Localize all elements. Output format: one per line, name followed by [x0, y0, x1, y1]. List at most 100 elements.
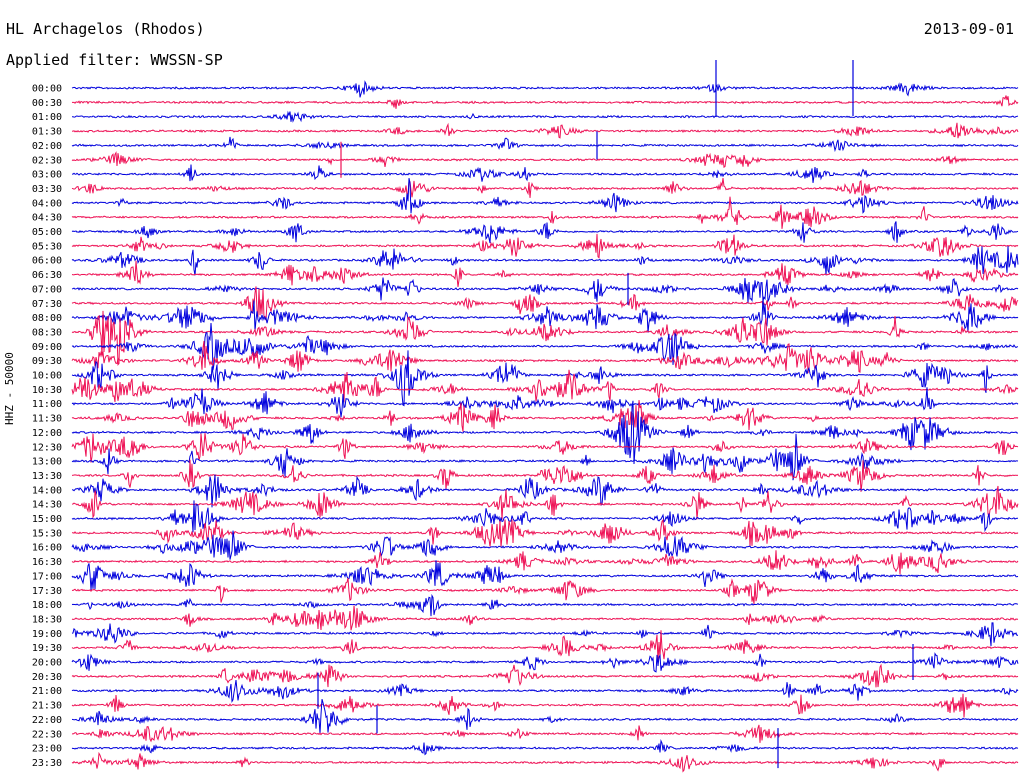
row-label: 05:00 [32, 227, 62, 238]
row-label: 23:30 [32, 758, 62, 769]
row-label: 16:30 [32, 557, 62, 568]
date-label: 2013-09-01 [923, 20, 1014, 38]
row-label: 15:30 [32, 528, 62, 539]
row-label: 01:00 [32, 112, 62, 123]
row-label: 11:30 [32, 414, 62, 425]
trace-line [71, 151, 1019, 169]
station-title: HL Archagelos (Rhodos) [6, 20, 205, 38]
row-label: 06:00 [32, 256, 62, 267]
trace-line [71, 80, 1019, 98]
trace-line [71, 724, 1019, 743]
row-label: 13:30 [32, 471, 62, 482]
trace-line [71, 622, 1019, 647]
trace-line [71, 433, 1019, 481]
trace-line [71, 560, 1019, 590]
trace-line [71, 310, 1018, 366]
row-label: 11:00 [32, 399, 62, 410]
row-label: 21:30 [32, 701, 62, 712]
row-label: 05:30 [32, 241, 62, 252]
row-label: 17:30 [32, 586, 62, 597]
trace-line [71, 550, 1019, 575]
trace-line [71, 593, 1019, 617]
row-label: 00:00 [32, 84, 62, 95]
row-label: 15:00 [32, 514, 62, 525]
row-label: 19:30 [32, 643, 62, 654]
row-label: 07:00 [32, 284, 62, 295]
trace-line [71, 277, 1019, 304]
trace-line [71, 178, 1019, 198]
trace-line [71, 245, 1019, 276]
row-label: 12:30 [32, 442, 62, 453]
trace-line [71, 95, 1019, 109]
row-label: 22:30 [32, 729, 62, 740]
trace-line [71, 122, 1019, 139]
row-label: 20:00 [32, 658, 62, 669]
trace-line [71, 136, 1019, 153]
row-label: 14:00 [32, 485, 62, 496]
row-label: 21:00 [32, 686, 62, 697]
row-label: 18:30 [32, 614, 62, 625]
trace-line [71, 663, 1019, 688]
row-label: 23:00 [32, 744, 62, 755]
trace-line [71, 432, 1019, 463]
row-label: 12:00 [32, 428, 62, 439]
row-label: 01:30 [32, 127, 62, 138]
row-label: 22:00 [32, 715, 62, 726]
row-label: 02:00 [32, 141, 62, 152]
row-label: 03:30 [32, 184, 62, 195]
trace-line [71, 387, 1019, 418]
row-label: 08:30 [32, 327, 62, 338]
trace-line [71, 577, 1019, 605]
trace-line [72, 110, 1019, 123]
row-label: 03:00 [32, 170, 62, 181]
trace-line [71, 221, 1019, 244]
row-label: 04:00 [32, 198, 62, 209]
row-label: 02:30 [32, 155, 62, 166]
row-label: 18:00 [32, 600, 62, 611]
filter-label: Applied filter: WWSSN-SP [6, 51, 223, 69]
row-label: 09:00 [32, 342, 62, 353]
trace-line [71, 474, 1019, 508]
row-label: 16:00 [32, 543, 62, 554]
trace-line [71, 518, 1019, 548]
trace-line [71, 652, 1019, 673]
row-label: 07:30 [32, 299, 62, 310]
trace-line [71, 693, 1019, 718]
trace-line [71, 500, 1018, 533]
trace-line [71, 485, 1019, 520]
row-label: 17:00 [32, 571, 62, 582]
trace-line [71, 698, 1019, 734]
trace-line [71, 739, 1019, 756]
trace-line [71, 530, 1019, 560]
trace-line [72, 164, 1019, 183]
trace-line [71, 350, 1019, 407]
row-label: 10:30 [32, 385, 62, 396]
trace-line [71, 322, 1019, 371]
row-label: 00:30 [32, 98, 62, 109]
trace-line [71, 340, 1019, 374]
row-label: 20:30 [32, 672, 62, 683]
row-label: 06:30 [32, 270, 62, 281]
row-label: 04:30 [32, 213, 62, 224]
row-label: 14:30 [32, 500, 62, 511]
trace-line [71, 233, 1019, 259]
trace-line [71, 680, 1019, 703]
trace-line [71, 459, 1019, 492]
trace-line [71, 400, 1019, 432]
row-label: 08:00 [32, 313, 62, 324]
trace-line [71, 297, 1019, 333]
trace-line [71, 196, 1019, 229]
trace-line [71, 605, 1019, 631]
row-label: 10:00 [32, 371, 62, 382]
trace-line [71, 400, 1018, 465]
trace-line [71, 286, 1019, 321]
trace-line [71, 260, 1019, 287]
trace-line [71, 369, 1019, 403]
trace-line [71, 751, 1019, 773]
trace-line [71, 178, 1019, 214]
row-label: 19:00 [32, 629, 62, 640]
row-label: 09:30 [32, 356, 62, 367]
trace-line [71, 630, 1019, 662]
row-label: 13:00 [32, 457, 62, 468]
